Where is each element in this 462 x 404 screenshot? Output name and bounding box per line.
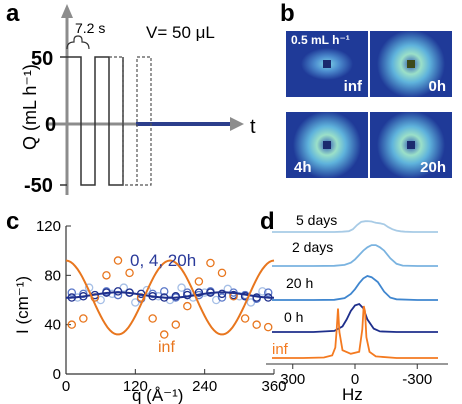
- a-x-arrow: [230, 117, 244, 131]
- d-x-tick-label: 0: [351, 371, 359, 388]
- d-label-20h: 20 h: [286, 275, 313, 291]
- d-ticks: 300 0 -300: [280, 364, 432, 388]
- c-point: [177, 283, 186, 292]
- a-tick-label-minus50: -50: [24, 175, 53, 197]
- d-trace: [272, 275, 438, 301]
- c-point: [148, 314, 157, 323]
- c-ylabel: I (cm⁻¹): [13, 276, 32, 334]
- c-point: [131, 298, 140, 307]
- c-marks: [65, 256, 275, 339]
- d-label-inf: inf: [272, 341, 289, 358]
- c-point: [263, 288, 273, 297]
- saxs-tile-20h-label: 20h: [420, 159, 446, 176]
- c-point: [217, 293, 227, 302]
- a-period-label: 7.2 s: [75, 20, 105, 36]
- a-y-arrow: [61, 4, 73, 18]
- c-point: [183, 301, 192, 311]
- d-x-tick-label: 300: [280, 371, 305, 388]
- c-series-label: 0, 4, 20h: [130, 251, 196, 270]
- c-x-tick-label: 240: [192, 378, 217, 395]
- c-inf-label: inf: [158, 339, 175, 356]
- c-point: [217, 289, 227, 299]
- c-x-tick-label: 120: [123, 378, 148, 395]
- saxs-tile-0h-label: 0h: [428, 78, 446, 95]
- c-y-tick-label: 0: [53, 366, 61, 383]
- d-trace: [272, 220, 438, 233]
- panel-letter-b: b: [280, 0, 295, 27]
- c-point: [258, 287, 267, 296]
- saxs-tile-0h: 0h: [370, 31, 452, 97]
- saxs-tile-4h-label: 4h: [294, 159, 312, 176]
- a-tick-label-0: 0: [45, 114, 56, 136]
- saxs-tile-inf: 0.5 mL h⁻¹ inf: [286, 31, 368, 97]
- flow-waveform-panel: 50 0 -50 Q (mL h⁻¹) t 7.2 s V= 50 μL: [20, 4, 256, 197]
- c-point: [171, 320, 181, 329]
- c-x-tick-label: 0: [62, 378, 70, 395]
- c-y-tick-label: 40: [44, 317, 61, 334]
- nmr-spectra-chart: 5 days 2 days 20 h 0 h inf 300 0 -300 Hz: [266, 212, 448, 404]
- a-tick-label-50: 50: [31, 48, 53, 70]
- a-volume-label: V= 50 μL: [146, 23, 215, 42]
- c-point: [171, 292, 181, 301]
- d-marks: [272, 220, 438, 359]
- saxs-tile-20h: 20h: [370, 112, 452, 178]
- c-fit-curve-blue: [66, 291, 274, 299]
- c-point: [246, 298, 256, 307]
- d-label-5days: 5 days: [296, 212, 337, 228]
- panel-letter-c: c: [6, 208, 20, 235]
- scattering-intensity-chart: 0 120 240 360 0 40 80 120 0, 4, 20h inf q (Å⁻¹)…: [13, 218, 287, 404]
- c-x-tick-label: 360: [261, 378, 286, 395]
- c-point: [67, 320, 77, 329]
- c-point: [206, 258, 215, 268]
- c-fit-curve-orange: [65, 259, 275, 336]
- c-point: [159, 287, 169, 296]
- c-xlabel: q (Å⁻¹): [132, 386, 183, 404]
- c-point: [194, 277, 204, 286]
- panel-letter-d: d: [260, 208, 275, 235]
- c-y-tick-label: 80: [44, 267, 61, 284]
- d-trace: [272, 305, 438, 359]
- c-point: [252, 320, 261, 329]
- saxs-tile-inf-sublabel: 0.5 mL h⁻¹: [291, 33, 350, 47]
- a-square-wave: [67, 56, 124, 186]
- c-point: [125, 268, 134, 278]
- saxs-tile-inf-label: inf: [343, 78, 362, 95]
- c-point: [119, 283, 129, 292]
- c-axes: 0 120 240 360 0 40 80 120: [36, 218, 287, 395]
- d-label-2days: 2 days: [292, 239, 333, 255]
- c-point: [113, 256, 123, 265]
- a-square-wave-dashed: [109, 56, 152, 186]
- panel-letter-a: a: [6, 0, 20, 27]
- c-point: [142, 285, 152, 295]
- c-point: [67, 288, 77, 297]
- c-point: [113, 287, 123, 296]
- c-point: [263, 322, 273, 332]
- d-label-0h: 0 h: [284, 309, 303, 325]
- c-point: [194, 288, 204, 297]
- a-period-bracket: [66, 35, 90, 50]
- d-xlabel: Hz: [342, 385, 363, 404]
- c-point: [159, 330, 169, 339]
- c-y-tick-label: 120: [36, 218, 61, 235]
- d-x-tick-label: -300: [402, 371, 432, 388]
- a-y-axis-label: Q (mL h⁻¹): [20, 64, 40, 150]
- c-point: [102, 271, 111, 280]
- a-x-axis-label: t: [250, 116, 256, 138]
- d-trace: [272, 302, 438, 333]
- saxs-tile-4h: 4h: [286, 112, 368, 178]
- c-point: [79, 314, 88, 323]
- c-point: [217, 268, 227, 278]
- d-trace: [272, 244, 438, 267]
- c-point: [240, 314, 250, 323]
